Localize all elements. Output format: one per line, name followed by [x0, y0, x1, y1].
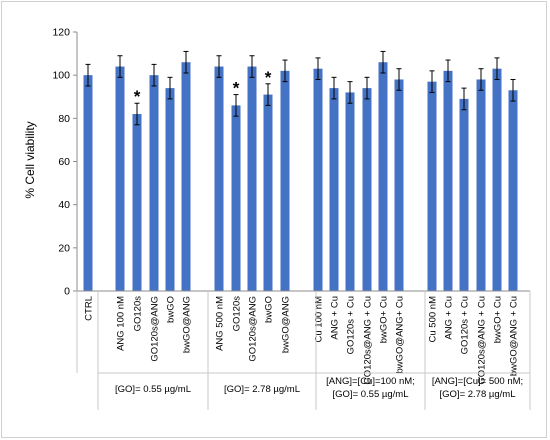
x-axis: CTRL ANG 100 nM GO120s GO120s@ANG bwGO bwGO@A…: [76, 290, 531, 410]
y-tick-label: 20: [58, 242, 70, 254]
y-tick-label: 0: [64, 286, 70, 298]
y-tick-label: 60: [58, 156, 70, 168]
y-tick-label: 120: [52, 27, 70, 39]
bar: [378, 62, 388, 291]
bar: [280, 70, 290, 291]
x-tick-label: GO120s@ANG: [248, 296, 259, 362]
y-axis: 0 20 40 60 80 100 120: [52, 27, 78, 298]
bar: [149, 75, 159, 292]
bar: [115, 66, 125, 292]
bar: [476, 79, 486, 291]
group-label: [GO]= 2.78 µg/mL: [440, 389, 516, 400]
x-tick-label: GO120s@ANG: [150, 296, 161, 362]
significance-star: *: [265, 68, 272, 87]
y-axis-label: % Cell viability: [23, 121, 37, 198]
bar: [427, 81, 437, 292]
group-label: [ANG]=[Cu]= 500 nM;: [432, 376, 523, 387]
bar: [345, 92, 355, 291]
bar: [165, 88, 175, 291]
error-bars: [85, 50, 516, 126]
significance-star: *: [134, 87, 141, 106]
x-tick-label: bwGO@ANG: [281, 296, 292, 353]
x-tick-label: bwGO: [264, 296, 275, 323]
bar: [181, 62, 191, 291]
group-label: [ANG]=[Cu]=100 nM;: [326, 376, 415, 387]
x-tick-label: GO120s: [133, 296, 144, 332]
group-label: [GO]= 0.55 µg/mL: [333, 389, 409, 400]
group-label: [GO]= 2.78 µg/mL: [224, 384, 300, 395]
bar: [362, 88, 372, 291]
bar: [508, 90, 518, 292]
x-tick-label: ANG 100 nM: [116, 296, 127, 351]
bar: [492, 68, 502, 291]
x-tick-label: ANG + Cu: [444, 296, 455, 340]
x-tick-label: bwGO+ Cu: [493, 296, 504, 343]
x-tick-label: GO120s + Cu: [460, 296, 471, 354]
x-tick-label: CTRL: [84, 296, 95, 321]
significance-star: *: [233, 79, 240, 98]
bar: [214, 66, 224, 292]
x-tick-label: Cu 500 nM: [428, 296, 439, 343]
x-tick-label: GO120s@ANG + Cu: [363, 296, 374, 385]
x-tick-label: Cu 100 nM: [314, 296, 325, 343]
y-tick-label: 80: [58, 113, 70, 125]
bar: [83, 75, 93, 292]
x-tick-label: ANG 500 nM: [215, 296, 226, 351]
bar: [394, 79, 404, 291]
group-label: [GO]= 0.55 µg/mL: [115, 384, 191, 395]
x-tick-label: GO120s + Cu: [346, 296, 357, 354]
bar: [132, 114, 142, 292]
bars: [83, 62, 518, 292]
bar: [231, 105, 241, 291]
bar: [459, 98, 469, 292]
x-tick-label: bwGO+ Cu: [379, 296, 390, 343]
x-tick-label: bwGO@ANG + Cu: [509, 296, 520, 376]
significance-markers: * * *: [134, 68, 272, 106]
group-labels: [GO]= 0.55 µg/mL [GO]= 2.78 µg/mL [ANG]=[C…: [115, 376, 523, 400]
bar: [443, 70, 453, 291]
x-tick-label: bwGO@ANG+ Cu: [395, 296, 406, 373]
y-tick-label: 40: [58, 199, 70, 211]
x-tick-label: bwGO@ANG: [182, 296, 193, 353]
y-tick-label: 100: [52, 70, 70, 82]
bar: [247, 66, 257, 292]
x-tick-label: GO120s@ANG + Cu: [477, 296, 488, 385]
x-tick-label: GO120s: [232, 296, 243, 332]
x-tick-label: ANG + Cu: [330, 296, 341, 340]
bar: [263, 94, 273, 291]
bar: [313, 68, 323, 291]
x-tick-label: bwGO: [166, 296, 177, 323]
bar: [329, 88, 339, 291]
